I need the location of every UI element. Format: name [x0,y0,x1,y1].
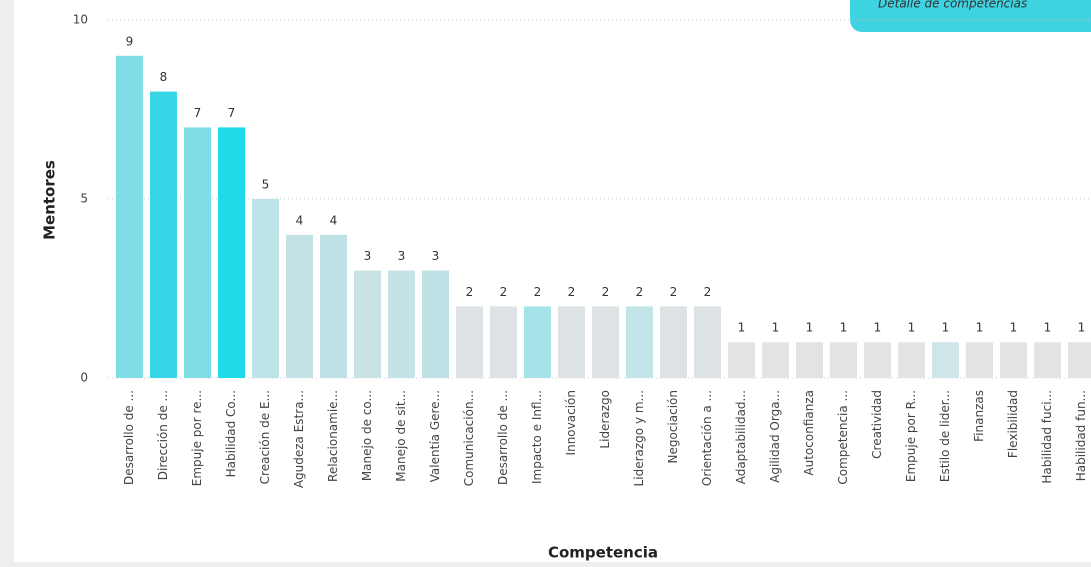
x-tick-label: Valentía Gere... [428,390,442,482]
value-label: 2 [704,285,712,299]
bar [626,306,653,378]
bar [218,127,245,379]
x-tick-label: Habilidad Co... [224,390,238,477]
x-tick-label: Empuje por re... [190,390,204,486]
bar [1000,342,1027,378]
x-tick-label: Impacto e Infl... [530,390,544,484]
x-tick-label: Empuje por R... [904,390,918,482]
button-bg[interactable] [850,0,1091,32]
x-tick-label: Flexibilidad [1006,390,1020,458]
value-label: 1 [976,321,984,335]
value-label: 5 [262,178,270,192]
value-label: 1 [840,321,848,335]
bar [1068,342,1091,378]
value-label: 2 [534,285,542,299]
bar [694,306,721,378]
bar [796,342,823,378]
bar [490,306,517,378]
x-tick-label: Desarrollo de ... [496,390,510,485]
bar [592,306,619,378]
bar [320,234,347,378]
x-tick-label: Liderazgo y m... [632,390,646,486]
bar [388,270,415,378]
value-label: 1 [806,321,814,335]
x-tick-label: Adaptabilidad... [734,390,748,484]
value-label: 1 [738,321,746,335]
x-tick-label: Manejo de co... [360,390,374,481]
bar [354,270,381,378]
value-label: 2 [500,285,508,299]
x-tick-label: Agudeza Estra... [292,390,306,488]
x-tick-label: Negociación [666,390,680,463]
x-tick-label: Estilo de lider... [938,390,952,482]
bar [252,199,279,378]
bar [150,91,177,378]
bar [830,342,857,378]
bar [898,342,925,378]
x-tick-label: Dirección de ... [156,390,170,480]
x-tick-label: Relacionamie... [326,390,340,482]
x-tick-label: Creatividad [870,390,884,459]
value-label: 7 [228,106,236,120]
y-axis-title: Mentores [41,160,59,240]
x-tick-label: Agilidad Orga... [768,390,782,483]
bar [728,342,755,378]
bar [1034,342,1061,378]
x-tick-label: Habilidad fuci... [1040,390,1054,484]
value-label: 4 [296,213,304,227]
x-tick-label: Habilidad fun... [1074,390,1088,481]
x-tick-label: Innovación [564,390,578,455]
value-label: 3 [398,249,406,263]
value-label: 8 [160,70,168,84]
y-tick-label: 10 [73,13,88,27]
bar [116,55,143,379]
x-tick-label: Competencia ... [836,390,850,485]
y-tick-label: 0 [80,371,88,385]
value-label: 1 [772,321,780,335]
value-label: 2 [568,285,576,299]
value-label: 9 [126,34,134,48]
bar [558,306,585,378]
y-tick-label: 5 [80,192,88,206]
value-label: 2 [602,285,610,299]
bar [660,306,687,378]
value-label: 2 [670,285,678,299]
x-tick-label: Creación de E... [258,390,272,484]
value-label: 2 [466,285,474,299]
bar [864,342,891,378]
value-label: 7 [194,106,202,120]
x-tick-label: Autoconfianza [802,390,816,476]
x-tick-label: Desarrollo de ... [122,390,136,485]
bar [286,234,313,378]
x-axis-title: Competencia [548,544,658,562]
details-button[interactable]: Detalle de competencias [850,0,1091,32]
value-label: 3 [364,249,372,263]
value-label: 1 [1044,321,1052,335]
value-label: 1 [874,321,882,335]
value-label: 3 [432,249,440,263]
x-tick-label: Orientación a ... [700,390,714,486]
value-label: 1 [908,321,916,335]
bar [762,342,789,378]
value-label: 2 [636,285,644,299]
value-label: 4 [330,213,338,227]
value-label: 1 [942,321,950,335]
value-label: 1 [1010,321,1018,335]
x-tick-label: Liderazgo [598,390,612,449]
bar [422,270,449,378]
bar [966,342,993,378]
bar [524,306,551,378]
value-label: 1 [1078,321,1086,335]
bar [184,127,211,379]
button-label[interactable]: Detalle de competencias [878,0,1027,11]
bar [456,306,483,378]
x-tick-label: Manejo de sit... [394,390,408,482]
bar [932,342,959,378]
x-tick-label: Finanzas [972,390,986,442]
x-tick-label: Comunicación... [462,390,476,486]
